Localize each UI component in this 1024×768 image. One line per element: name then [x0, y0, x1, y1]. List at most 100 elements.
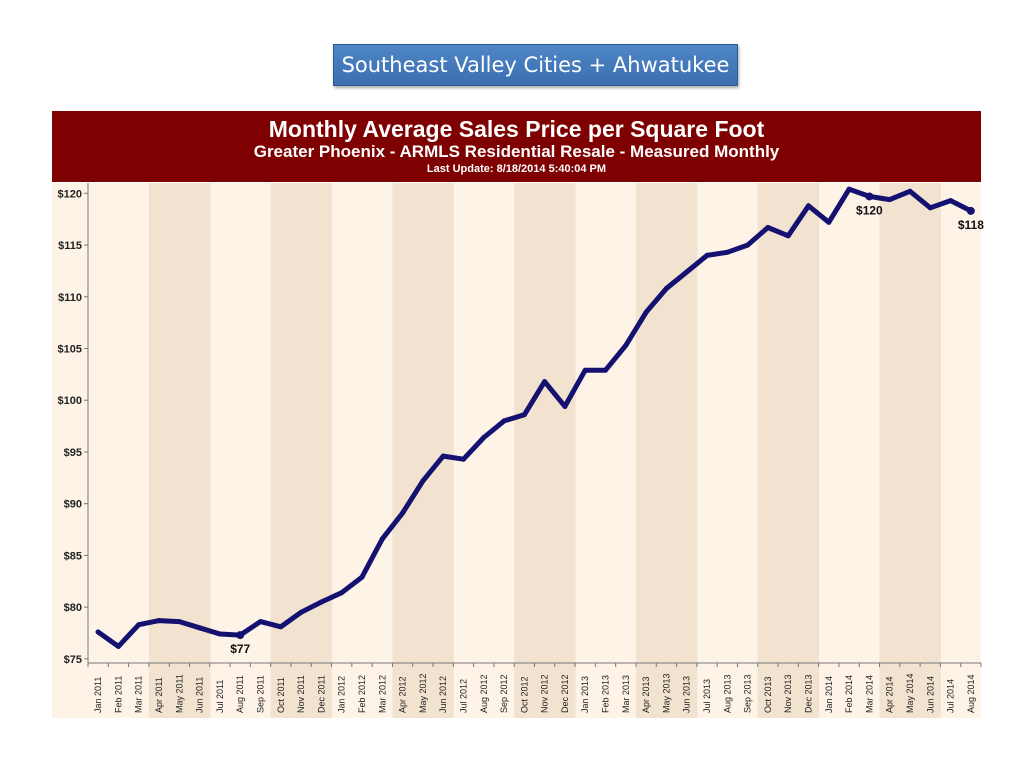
- quarter-band: [189, 183, 211, 718]
- x-tick-label: Mar 2012: [377, 675, 387, 713]
- data-point: [440, 453, 446, 459]
- y-tick-label: $75: [64, 654, 82, 666]
- x-tick-label: Apr 2014: [885, 676, 895, 713]
- series-line: [95, 186, 974, 649]
- x-tick-label: Nov 2012: [540, 674, 550, 713]
- y-tick-label: $85: [64, 550, 82, 562]
- x-tick-label: Mar 2013: [621, 675, 631, 713]
- data-point: [501, 418, 507, 424]
- x-tick-label: Jun 2013: [682, 676, 692, 713]
- y-tick-label: $100: [58, 395, 82, 407]
- data-point: [643, 309, 649, 315]
- y-tick-label: $120: [58, 188, 82, 200]
- x-tick-label: Sep 2011: [256, 675, 266, 713]
- quarter-band: [148, 183, 170, 718]
- data-point: [948, 198, 954, 204]
- data-point: [460, 456, 466, 462]
- data-label: $77: [230, 642, 250, 656]
- x-tick-label: Mar 2011: [134, 676, 144, 713]
- data-point: [966, 206, 975, 215]
- data-point: [865, 192, 874, 201]
- data-point: [927, 205, 933, 211]
- data-point: [765, 224, 771, 230]
- data-point: [379, 536, 385, 542]
- data-point: [704, 252, 710, 258]
- data-point: [156, 618, 162, 624]
- chart-update-timestamp: Last Update: 8/18/2014 5:40:04 PM: [426, 163, 607, 175]
- data-point: [176, 619, 182, 625]
- data-point: [359, 574, 365, 580]
- x-tick-label: Mar 2014: [864, 675, 874, 713]
- quarter-band: [169, 183, 190, 718]
- quarter-band: [392, 183, 414, 718]
- x-tick-label: Dec 2012: [560, 674, 570, 713]
- slide-title: Southeast Valley Cities + Ahwatukee: [333, 44, 738, 86]
- chart-header: Monthly Average Sales Price per Square F…: [52, 111, 981, 182]
- x-tick-label: May 2014: [905, 673, 915, 713]
- data-point: [562, 403, 568, 409]
- quarter-band: [534, 183, 556, 718]
- x-tick-label: Jan 2011: [93, 677, 103, 713]
- x-tick-label: Oct 2013: [763, 676, 773, 713]
- x-tick-label: Oct 2011: [276, 677, 286, 713]
- x-tick-label: Jan 2014: [824, 676, 834, 713]
- x-tick-label: Feb 2012: [357, 675, 367, 713]
- data-point: [623, 342, 629, 348]
- x-tick-label: Jun 2014: [925, 676, 935, 713]
- data-point: [339, 590, 345, 596]
- x-tick-label: Jan 2013: [580, 676, 590, 713]
- data-point: [95, 629, 101, 635]
- series-points: [95, 186, 975, 649]
- x-tick-label: Aug 2013: [722, 674, 732, 713]
- quarter-band: [290, 183, 312, 718]
- data-labels: $77 $120 $118: [230, 203, 984, 656]
- data-point: [785, 233, 791, 239]
- data-point: [826, 219, 832, 225]
- quarter-band: [514, 183, 535, 718]
- chart-subtitle: Greater Phoenix - ARMLS Residential Resa…: [253, 142, 780, 161]
- x-tick-label: Jan 2012: [337, 676, 347, 713]
- data-point: [236, 631, 245, 640]
- x-axis-ticks: Jan 2011 Feb 2011 Mar 2011 Apr 2011 May 2011…: [87, 663, 982, 713]
- x-tick-label: Dec 2013: [803, 674, 813, 713]
- y-tick-label: $105: [58, 344, 82, 356]
- quarter-band: [920, 183, 941, 718]
- quarter-band: [899, 183, 921, 718]
- data-point: [684, 269, 690, 275]
- data-point: [298, 609, 304, 615]
- x-tick-label: Dec 2011: [316, 675, 326, 713]
- quarter-band: [412, 183, 434, 718]
- x-tick-label: May 2011: [174, 674, 184, 713]
- data-point: [278, 624, 284, 630]
- quarter-band: [778, 183, 799, 718]
- y-axis-ticks: $75 $80 $85 $90 $95 $100 $105 $110 $115 $120: [58, 188, 88, 666]
- x-tick-label: Feb 2014: [844, 675, 854, 713]
- data-point: [582, 367, 588, 373]
- data-point: [542, 379, 548, 385]
- data-label: $118: [958, 218, 984, 232]
- x-tick-label: Jul 2012: [458, 679, 468, 713]
- data-point: [663, 286, 669, 292]
- x-tick-label: Sep 2012: [499, 674, 509, 713]
- data-point: [745, 242, 751, 248]
- data-point: [481, 434, 487, 440]
- y-tick-label: $95: [64, 447, 82, 459]
- x-tick-label: Jul 2011: [215, 680, 225, 713]
- quarter-band: [270, 183, 292, 718]
- data-point: [115, 643, 121, 649]
- data-point: [197, 625, 203, 631]
- column-bands: [52, 183, 981, 718]
- quarter-band: [311, 183, 333, 718]
- data-label: $120: [856, 203, 883, 217]
- data-point: [846, 186, 852, 192]
- data-point: [724, 249, 730, 255]
- data-point: [521, 412, 527, 418]
- y-tick-label: $110: [58, 292, 82, 304]
- data-point: [887, 197, 893, 203]
- series-line-path: [95, 186, 974, 649]
- quarter-band: [635, 183, 657, 718]
- data-point: [136, 622, 142, 628]
- x-tick-label: Jul 2013: [702, 679, 712, 713]
- data-point: [907, 188, 913, 194]
